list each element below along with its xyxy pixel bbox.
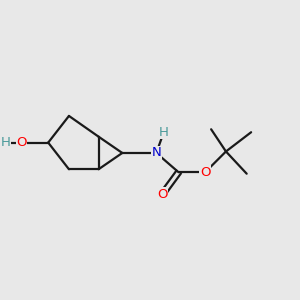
Text: O: O: [200, 166, 211, 179]
Text: H: H: [159, 126, 169, 139]
Text: O: O: [16, 136, 27, 149]
Text: O: O: [157, 188, 167, 201]
Text: H: H: [0, 136, 10, 149]
Text: N: N: [152, 146, 161, 160]
